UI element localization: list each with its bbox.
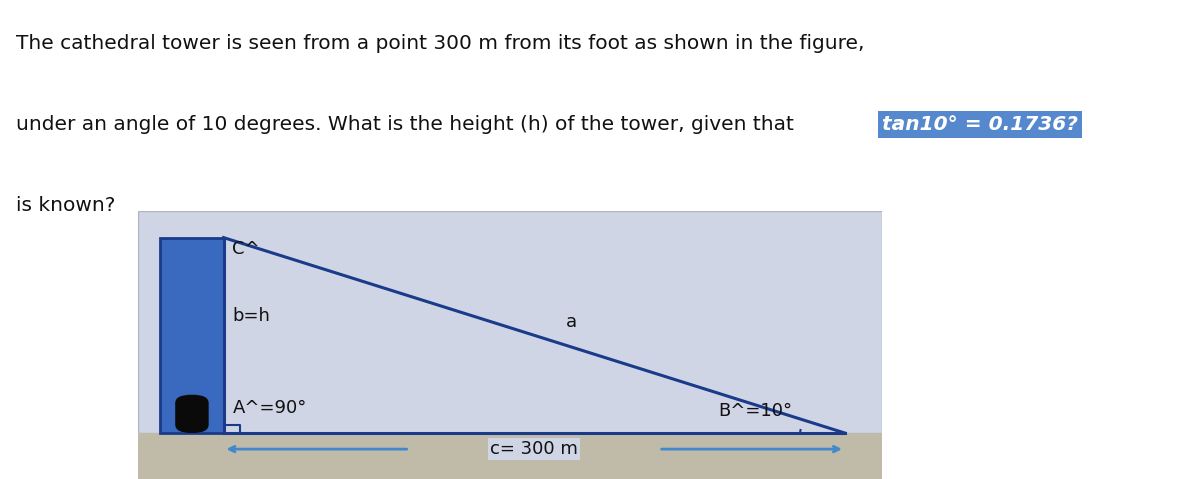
Text: The cathedral tower is seen from a point 300 m from its foot as shown in the fig: The cathedral tower is seen from a point… bbox=[16, 34, 864, 53]
Text: A^=90°: A^=90° bbox=[233, 399, 307, 417]
FancyBboxPatch shape bbox=[175, 395, 209, 433]
Bar bbox=[138, 433, 882, 479]
Text: tan10° = 0.1736?: tan10° = 0.1736? bbox=[882, 115, 1078, 134]
Text: C^: C^ bbox=[233, 240, 260, 258]
Text: is known?: is known? bbox=[16, 196, 115, 216]
Text: b=h: b=h bbox=[233, 307, 270, 325]
Bar bbox=[138, 211, 882, 433]
Text: a: a bbox=[566, 313, 577, 331]
Text: c= 300 m: c= 300 m bbox=[491, 440, 578, 458]
Text: B^=10°: B^=10° bbox=[719, 402, 792, 420]
Text: under an angle of 10 degrees. What is the height (h) of the tower, given that: under an angle of 10 degrees. What is th… bbox=[16, 115, 800, 134]
Bar bbox=[161, 238, 223, 433]
